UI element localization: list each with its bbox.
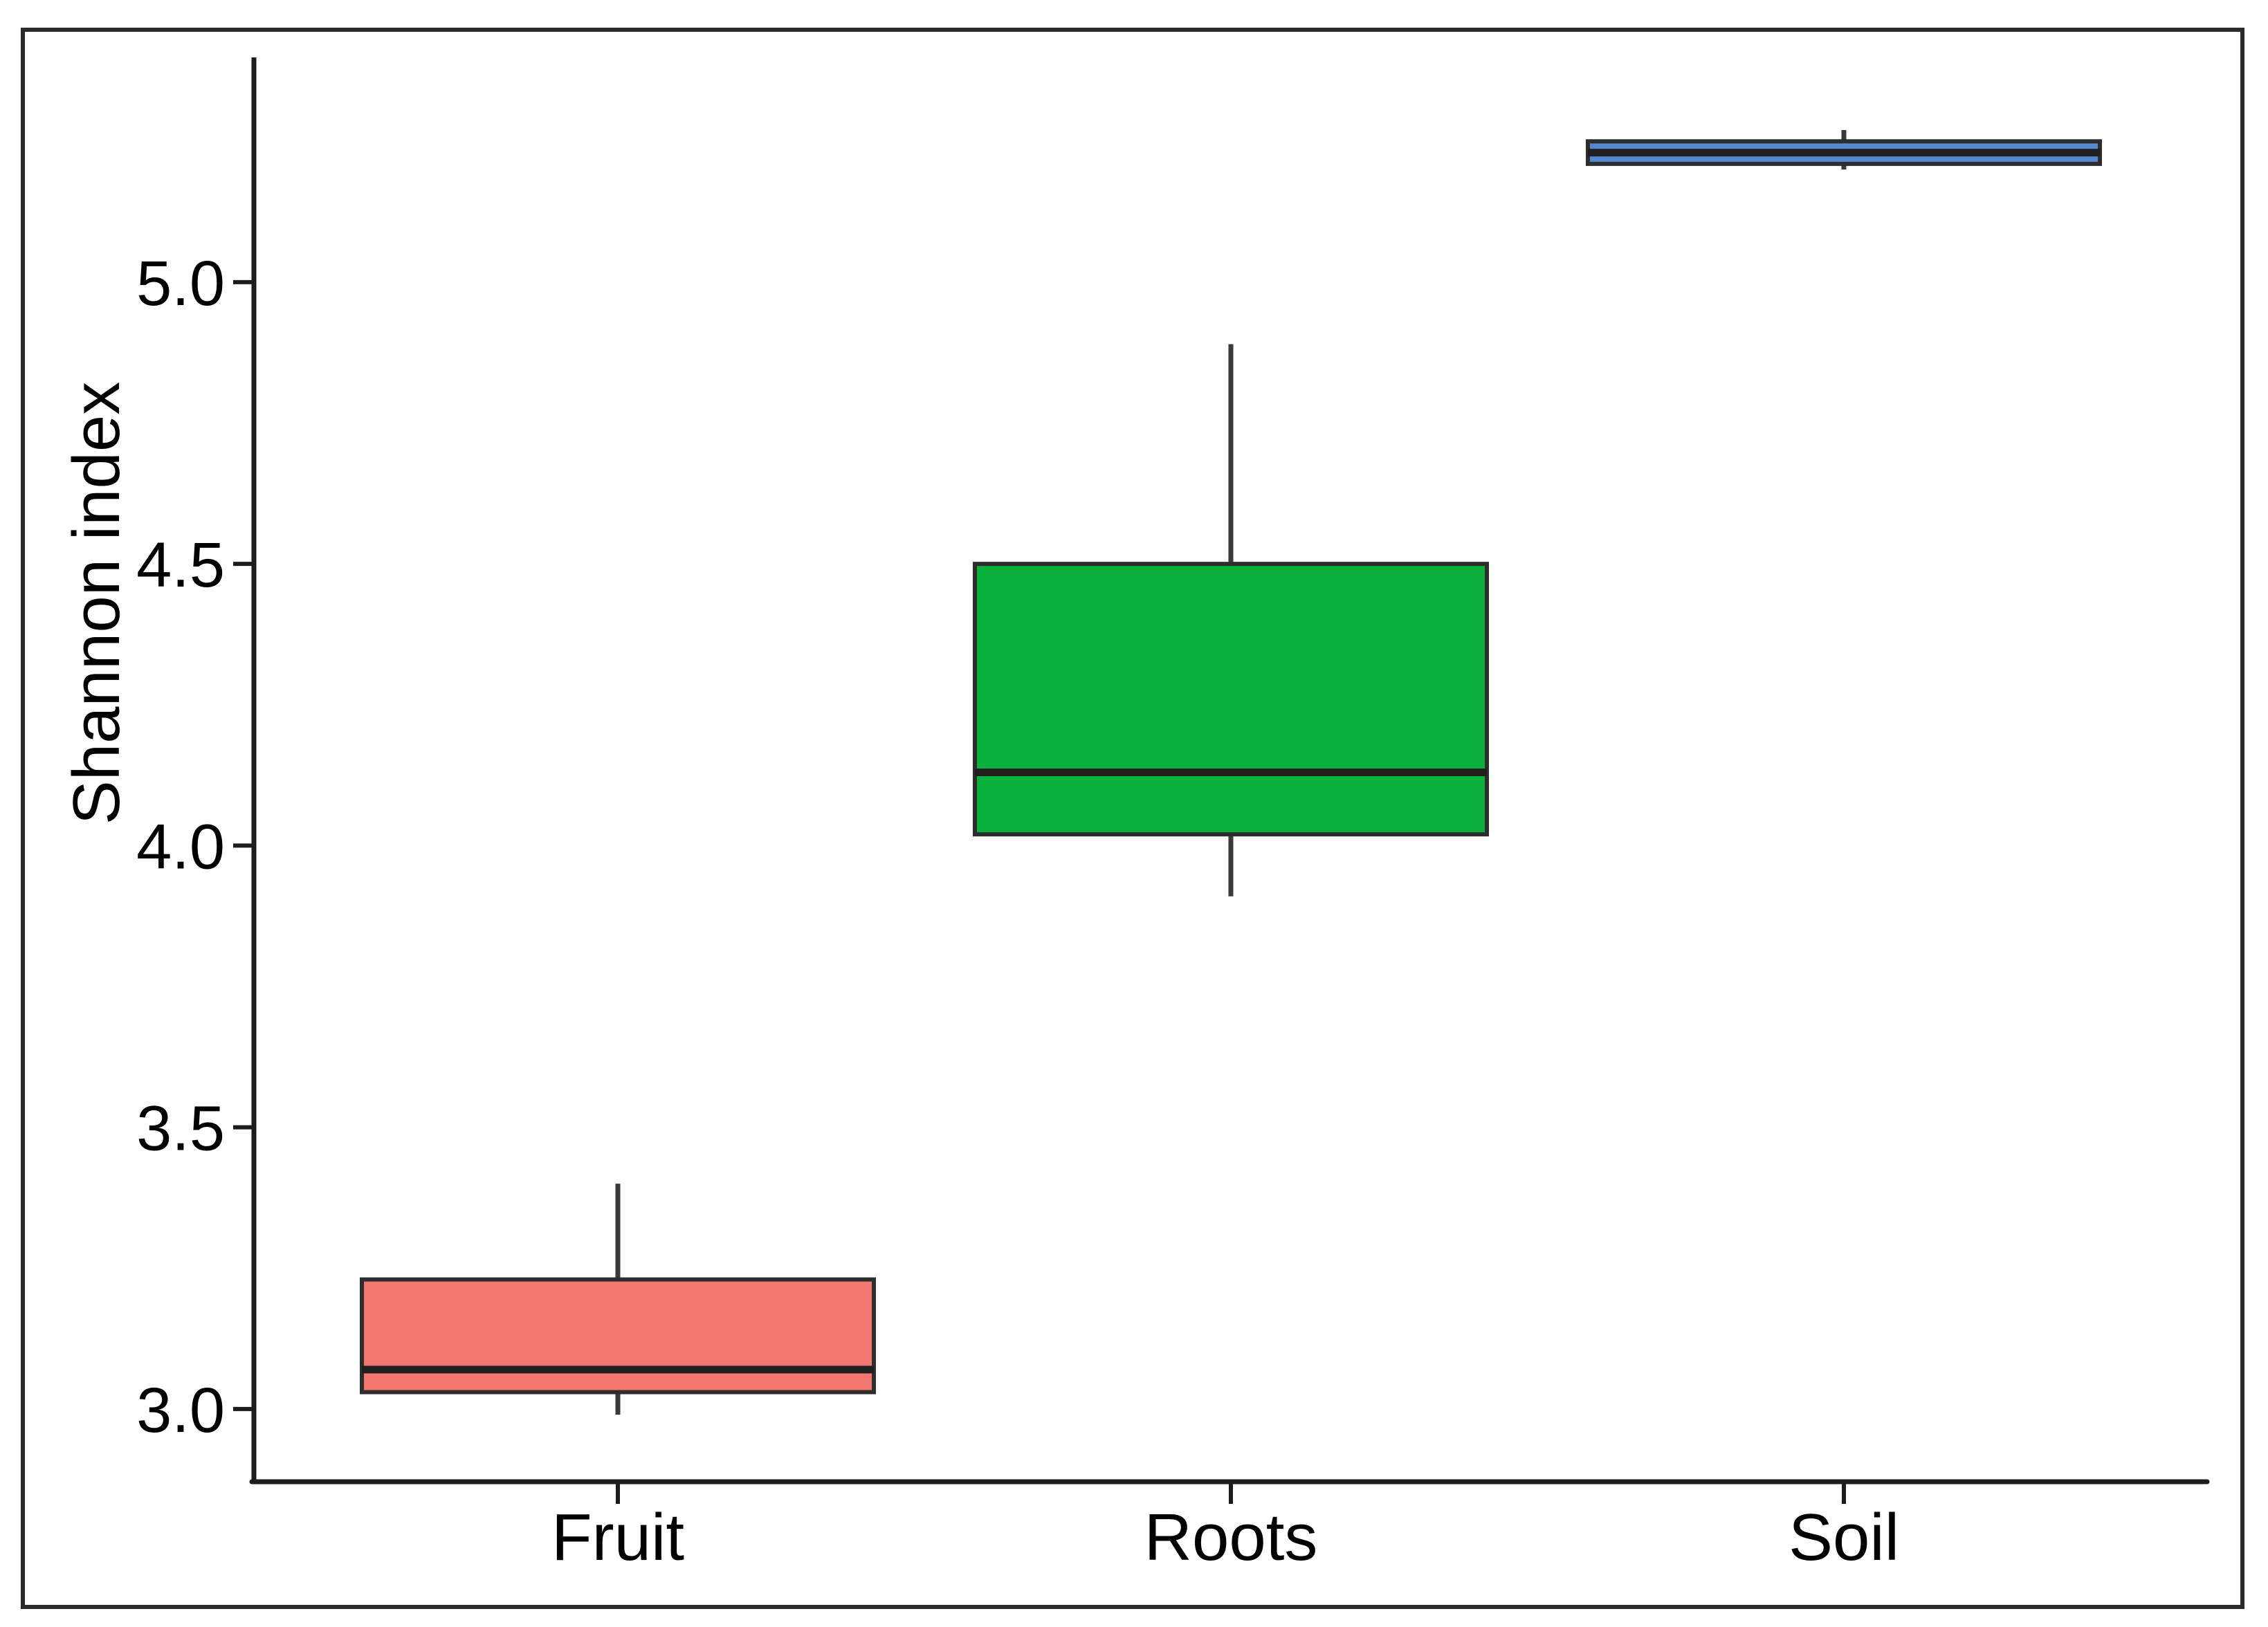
x-axis-label-roots: Roots <box>1144 1500 1318 1574</box>
y-tick-label: 3.5 <box>136 1094 225 1164</box>
plot-area: 5.0 4.5 4.0 3.5 3.0 Fruit Roots Soil <box>136 57 2210 1574</box>
y-axis-title: Shannon index <box>60 382 134 825</box>
box-fruit <box>360 1184 876 1415</box>
x-axis-label-soil: Soil <box>1789 1500 1899 1574</box>
y-tick-label: 4.5 <box>136 530 225 600</box>
y-tick-label: 3.0 <box>136 1375 225 1446</box>
box-soil <box>1586 130 2102 170</box>
x-axis-label-fruit: Fruit <box>551 1500 684 1574</box>
iqr-box <box>973 562 1489 837</box>
iqr-box <box>360 1277 876 1395</box>
y-tick-label: 4.0 <box>136 811 225 882</box>
y-tick-label: 5.0 <box>136 248 225 319</box>
box-roots <box>973 344 1489 897</box>
